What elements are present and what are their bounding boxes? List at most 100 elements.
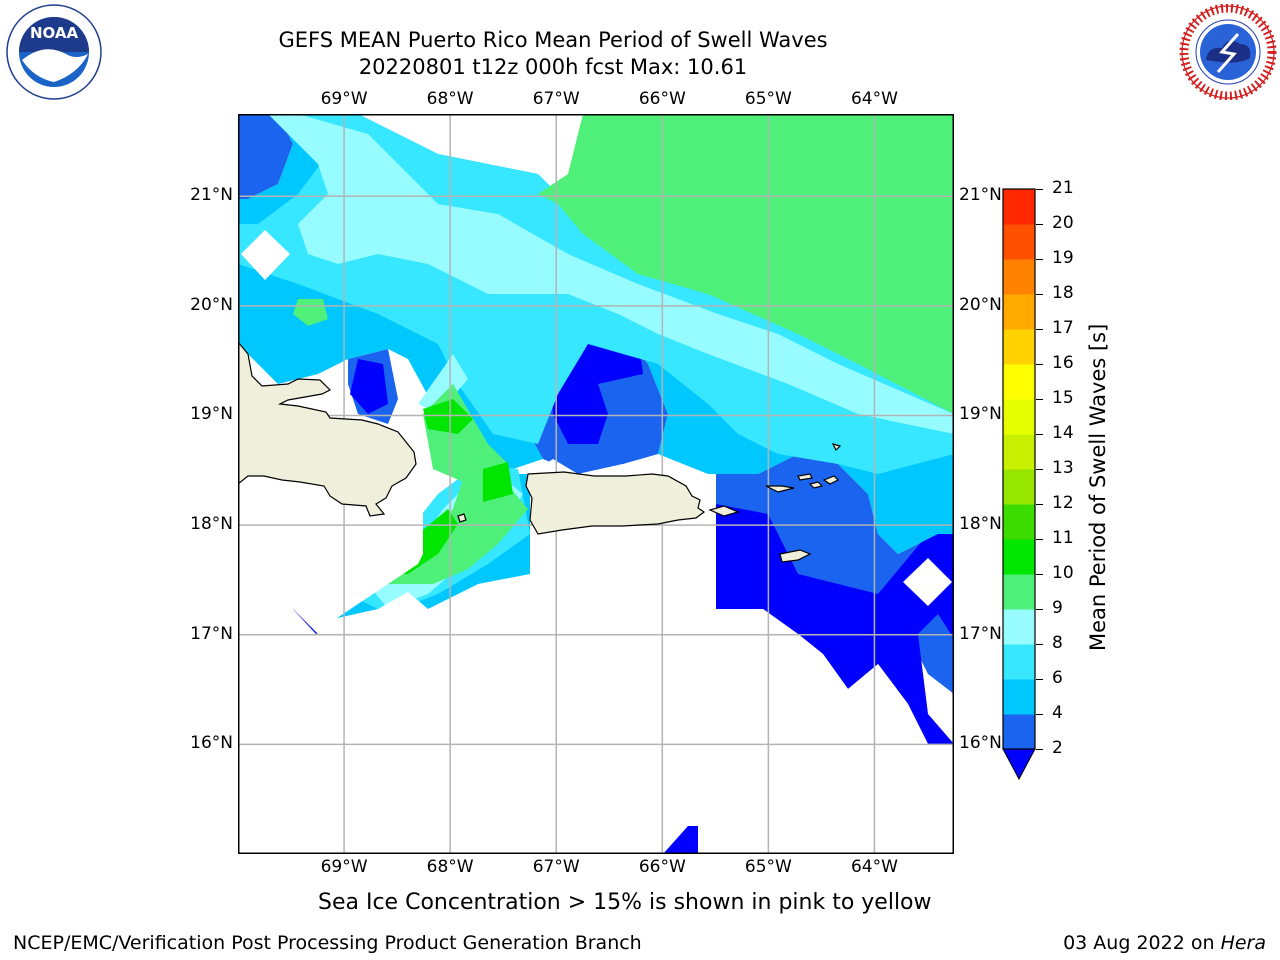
colorbar-tick-mark: [1036, 713, 1043, 715]
colorbar-tick-mark: [1036, 503, 1043, 505]
contour-10-11: [483, 462, 513, 502]
colorbar-tick-label: 13: [1052, 458, 1074, 478]
island: [822, 475, 840, 485]
colorbar-tick-label: 17: [1052, 318, 1074, 338]
swell-period-map: [237, 114, 954, 854]
contour-9-10: [538, 114, 954, 414]
undefined-region: [238, 484, 423, 634]
colorbar-segment: [1003, 294, 1035, 330]
colorbar-segment: [1003, 364, 1035, 400]
colorbar-tick-mark: [1036, 538, 1043, 540]
colorbar-tick-mark: [1036, 433, 1043, 435]
island: [808, 481, 824, 489]
lat-label-right: 20°N: [959, 294, 1002, 315]
colorbar: [1002, 188, 1036, 783]
colorbar-tick-label: 4: [1052, 703, 1063, 723]
lon-label-top: 65°W: [744, 89, 792, 109]
colorbar-tick-mark: [1036, 398, 1043, 400]
sea-ice-note: Sea Ice Concentration > 15% is shown in …: [318, 890, 932, 915]
colorbar-tick-label: 9: [1052, 598, 1063, 618]
puerto-rico-coast: [525, 471, 706, 535]
colorbar-tick-label: 6: [1052, 668, 1063, 688]
colorbar-segment: [1003, 224, 1035, 260]
colorbar-scale: [1002, 188, 1036, 781]
colorbar-tick-mark: [1036, 678, 1043, 680]
noaa-wordmark: NOAA: [30, 24, 79, 42]
island: [765, 485, 795, 493]
lon-label-bottom: 67°W: [532, 857, 580, 877]
host-name: Hera: [1220, 932, 1266, 954]
hispaniola-coast: [237, 340, 417, 517]
undefined-region: [238, 459, 954, 854]
colorbar-segment: [1003, 469, 1035, 505]
map-panel: [237, 114, 954, 854]
nws-logo: [1178, 3, 1278, 101]
colorbar-segment: [1003, 574, 1035, 610]
island: [779, 549, 812, 563]
colorbar-tick-mark: [1036, 748, 1043, 750]
colorbar-segment: [1003, 679, 1035, 715]
colorbar-tick-mark: [1036, 293, 1043, 295]
lat-label-right: 18°N: [959, 514, 1002, 535]
colorbar-tick-mark: [1036, 328, 1043, 330]
colorbar-under-extension: [1002, 748, 1036, 781]
undefined-region: [903, 558, 952, 606]
colorbar-tick-label: 14: [1052, 423, 1074, 443]
lon-label-top: 64°W: [850, 89, 898, 109]
colorbar-tick-mark: [1036, 223, 1043, 225]
lon-label-bottom: 64°W: [850, 857, 898, 877]
lat-label-right: 16°N: [959, 733, 1002, 754]
lat-label-left: 21°N: [190, 185, 233, 206]
colorbar-segment: [1003, 329, 1035, 365]
colorbar-tick-mark: [1036, 608, 1043, 610]
lat-label-left: 16°N: [190, 733, 233, 754]
contour-8-9: [268, 114, 954, 434]
colorbar-title: Mean Period of Swell Waves [s]: [1086, 323, 1110, 651]
contour-2-4: [708, 454, 954, 694]
colorbar-tick-mark: [1036, 188, 1043, 190]
lon-label-bottom: 66°W: [638, 857, 686, 877]
lat-label-left: 19°N: [190, 404, 233, 425]
lat-label-left: 20°N: [190, 294, 233, 315]
lon-label-bottom: 68°W: [426, 857, 474, 877]
colorbar-tick-label: 21: [1052, 178, 1074, 198]
colorbar-segment: [1003, 609, 1035, 645]
colorbar-segment: [1003, 399, 1035, 435]
colorbar-tick-label: 20: [1052, 213, 1074, 233]
lon-label-top: 69°W: [320, 89, 368, 109]
colorbar-segment: [1003, 259, 1035, 295]
map-frame: [238, 114, 954, 854]
colorbar-tick-mark: [1036, 258, 1043, 260]
colorbar-tick-label: 16: [1052, 353, 1074, 373]
lon-label-bottom: 65°W: [744, 857, 792, 877]
colorbar-segment: [1003, 644, 1035, 680]
lon-label-top: 67°W: [532, 89, 580, 109]
lat-label-right: 17°N: [959, 623, 1002, 644]
lat-label-left: 18°N: [190, 514, 233, 535]
island: [831, 443, 842, 452]
contour-8-9: [418, 354, 468, 414]
lat-label-right: 19°N: [959, 404, 1002, 425]
colorbar-tick-label: 10: [1052, 563, 1074, 583]
credit-line: NCEP/EMC/Verification Post Processing Pr…: [13, 932, 642, 954]
contour-2-4: [238, 114, 293, 199]
island: [708, 505, 740, 517]
colorbar-tick-mark: [1036, 363, 1043, 365]
date-text: 03 Aug 2022 on: [1063, 932, 1221, 954]
chart-title: GEFS MEAN Puerto Rico Mean Period of Swe…: [278, 28, 828, 52]
noaa-logo: NOAA: [4, 4, 104, 100]
contour-under-2: [716, 504, 954, 744]
island: [457, 513, 467, 523]
chart-subtitle: 20220801 t12z 000h fcst Max: 10.61: [358, 55, 748, 79]
contour-10-11: [423, 399, 473, 434]
contour-under-2: [350, 359, 388, 414]
colorbar-tick-label: 19: [1052, 248, 1074, 268]
colorbar-tick-label: 15: [1052, 388, 1074, 408]
colorbar-segment: [1003, 539, 1035, 575]
colorbar-tick-label: 2: [1052, 738, 1063, 758]
lat-label-left: 17°N: [190, 623, 233, 644]
colorbar-segment: [1003, 434, 1035, 470]
colorbar-segment: [1003, 504, 1035, 540]
lon-label-bottom: 69°W: [320, 857, 368, 877]
island: [797, 473, 813, 481]
